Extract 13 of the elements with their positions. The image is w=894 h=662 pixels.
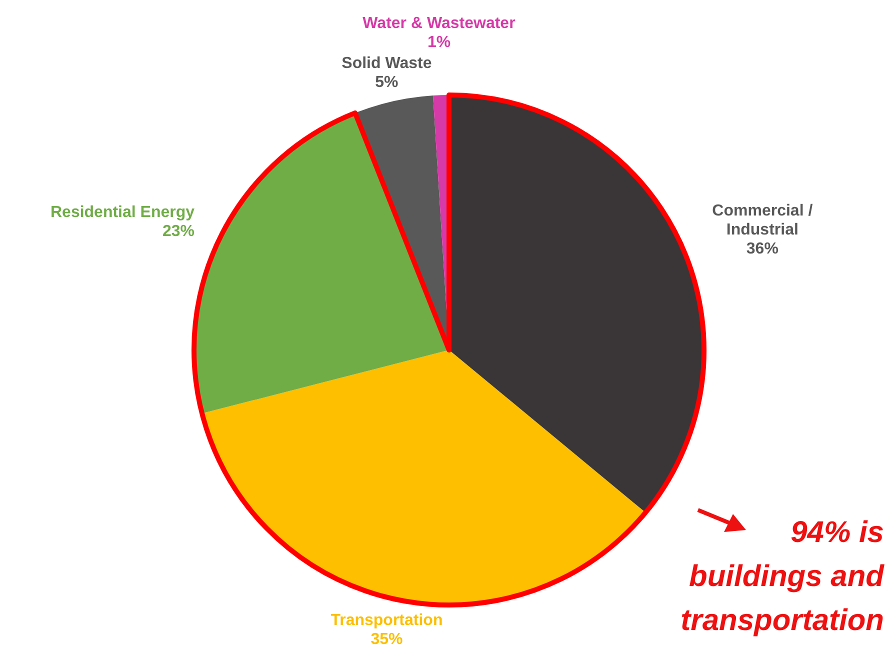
slice-label: Solid Waste: [342, 54, 432, 72]
data-label: 35%: [370, 631, 403, 648]
data-label: 23%: [162, 222, 195, 240]
pie-slice: [449, 95, 704, 513]
data-label: 36%: [746, 240, 778, 258]
slice-label: Residential Energy: [50, 204, 195, 221]
data-label: 5%: [375, 74, 398, 91]
slice-label: Commercial / Industrial: [712, 202, 814, 238]
slice-label: Transportation: [330, 612, 443, 630]
pie-slice: [202, 350, 646, 605]
text: 94% is buildings and transportation: [680, 516, 885, 637]
slice-label: Water & Wastewater: [362, 14, 516, 32]
data-label: 1%: [427, 34, 451, 51]
